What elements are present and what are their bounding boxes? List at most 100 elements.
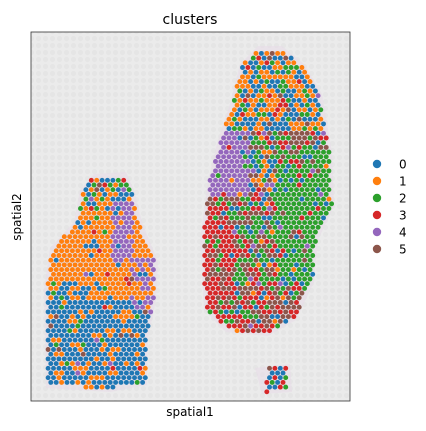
spot-cluster-0	[248, 182, 254, 188]
spot-cluster-3	[250, 206, 256, 211]
spot-cluster-2	[302, 88, 308, 94]
spot-cluster-3	[204, 257, 210, 263]
spot-cluster-3	[88, 177, 94, 183]
spot-cluster-1	[113, 314, 119, 320]
spot-cluster-2	[296, 248, 302, 254]
spot-cluster-2	[288, 224, 294, 230]
spot-cluster-0	[234, 206, 240, 211]
spot-cluster-1	[99, 384, 105, 390]
spot-cluster-4	[269, 182, 275, 188]
spot-cluster-0	[234, 112, 240, 117]
spot-cluster-2	[310, 243, 316, 249]
spot-cluster-3	[91, 229, 97, 235]
spot-cluster-1	[315, 121, 321, 127]
spot-cluster-2	[321, 168, 326, 174]
spot-cluster-2	[312, 173, 318, 179]
spot-cluster-2	[285, 267, 291, 273]
spot-cluster-4	[126, 224, 132, 230]
spot-cluster-0	[64, 342, 70, 348]
spot-cluster-5	[269, 238, 275, 244]
spot-cluster-1	[91, 220, 97, 226]
spot-cluster-3	[237, 201, 243, 207]
spot-cluster-1	[96, 332, 102, 338]
spot-cluster-1	[75, 248, 81, 254]
spot-cluster-0	[234, 290, 240, 296]
spot-cluster-2	[280, 220, 286, 226]
spot-cluster-2	[229, 318, 235, 324]
spot-cluster-1	[137, 281, 143, 287]
spot-cluster-0	[59, 342, 65, 348]
spot-cluster-0	[307, 107, 313, 113]
spot-cluster-5	[245, 328, 251, 334]
spot-cluster-0	[291, 107, 297, 113]
spot-cluster-2	[258, 163, 264, 169]
spot-cluster-1	[75, 238, 81, 244]
spot-cluster-2	[75, 323, 81, 329]
spot-cluster-2	[250, 300, 256, 305]
spot-cluster-1	[121, 318, 127, 324]
spot-cluster-5	[261, 187, 267, 193]
spot-cluster-0	[99, 309, 105, 315]
spot-cluster-2	[253, 238, 259, 244]
spot-cluster-2	[310, 224, 316, 230]
spot-cluster-0	[129, 342, 135, 348]
spot-cluster-5	[291, 135, 297, 141]
spot-cluster-1	[229, 121, 235, 127]
spot-cluster-1	[83, 215, 89, 221]
spot-cluster-0	[99, 365, 105, 371]
spot-cluster-2	[261, 140, 267, 146]
spot-cluster-3	[204, 229, 210, 235]
spot-cluster-0	[56, 356, 62, 362]
spot-cluster-2	[269, 285, 275, 291]
spot-cluster-1	[264, 97, 270, 103]
spot-cluster-1	[51, 253, 56, 258]
spot-cluster-0	[256, 83, 262, 89]
spot-cluster-2	[296, 267, 302, 273]
spot-cluster-1	[61, 253, 67, 258]
spot-cluster-5	[267, 177, 272, 183]
spot-cluster-1	[59, 238, 65, 244]
spot-cluster-3	[261, 309, 267, 315]
spot-cluster-1	[64, 248, 70, 254]
spot-cluster-0	[253, 304, 259, 310]
spot-cluster-3	[277, 253, 283, 258]
spot-cluster-1	[51, 271, 56, 277]
spot-cluster-2	[250, 140, 256, 146]
spot-cluster-5	[318, 144, 324, 150]
spot-cluster-2	[315, 196, 321, 202]
spot-cluster-1	[132, 281, 137, 287]
spot-cluster-5	[277, 93, 283, 99]
spot-cluster-4	[258, 191, 264, 197]
spot-cluster-1	[96, 238, 102, 244]
spot-cluster-2	[280, 173, 286, 179]
spot-cluster-0	[248, 116, 254, 122]
spot-cluster-1	[107, 229, 113, 235]
spot-cluster-4	[148, 309, 154, 315]
spot-cluster-2	[318, 173, 324, 179]
spot-cluster-4	[218, 168, 224, 174]
spot-cluster-5	[272, 168, 278, 174]
spot-cluster-2	[283, 224, 289, 230]
spot-cluster-1	[99, 290, 105, 296]
spot-cluster-1	[110, 281, 116, 287]
spot-cluster-0	[256, 102, 262, 108]
spot-cluster-5	[129, 332, 135, 338]
spot-cluster-0	[113, 210, 119, 216]
legend-marker-5	[372, 244, 382, 254]
spot-cluster-3	[213, 224, 218, 230]
spot-cluster-0	[45, 365, 51, 371]
spot-cluster-5	[302, 248, 308, 254]
spot-cluster-0	[248, 201, 254, 207]
spot-cluster-4	[231, 191, 237, 197]
spot-cluster-3	[221, 201, 227, 207]
spot-cluster-4	[318, 191, 324, 197]
spot-cluster-0	[307, 154, 313, 160]
spot-cluster-2	[110, 187, 116, 193]
spot-cluster-0	[105, 365, 110, 371]
spot-cluster-0	[80, 323, 86, 329]
spot-cluster-3	[272, 375, 278, 381]
spot-cluster-3	[245, 253, 251, 258]
spot-cluster-0	[123, 351, 129, 357]
spot-cluster-2	[264, 276, 270, 282]
spot-cluster-0	[91, 379, 97, 385]
